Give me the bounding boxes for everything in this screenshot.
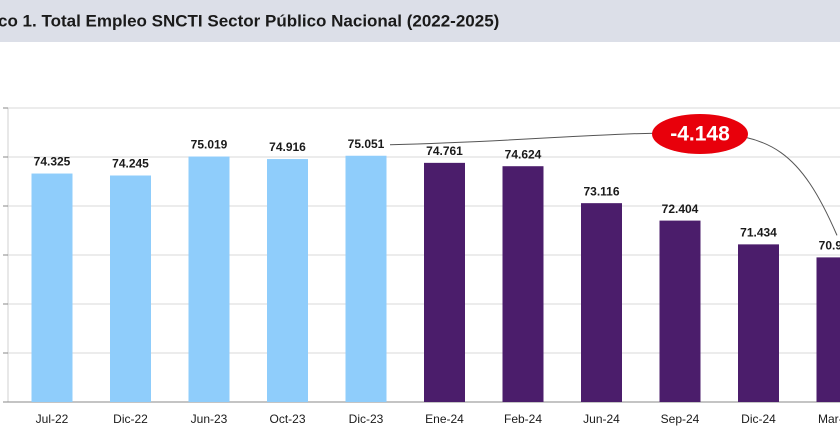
annotation-label: -4.148 — [670, 123, 730, 146]
x-tick-label: Ene-24 — [425, 412, 464, 426]
value-label: 72.404 — [662, 202, 699, 216]
value-label: 73.116 — [583, 184, 619, 198]
bar — [581, 203, 622, 402]
bar — [738, 244, 779, 402]
x-tick-label: Dic-24 — [741, 412, 776, 426]
x-tick-label: Dic-22 — [113, 412, 148, 426]
value-label: 74.325 — [34, 155, 71, 169]
value-label: 74.245 — [112, 157, 149, 171]
x-tick-label: Mar-25 — [818, 412, 840, 426]
annotation-badge — [652, 114, 748, 154]
value-label: 75.051 — [348, 137, 385, 151]
x-tick-label: Sep-24 — [661, 412, 700, 426]
value-label: 70.903 — [819, 239, 840, 253]
bar — [659, 220, 701, 402]
bar — [502, 166, 544, 402]
x-tick-label: Jun-23 — [191, 412, 228, 426]
x-tick-label: Jun-24 — [583, 412, 620, 426]
chart-title: co 1. Total Empleo SNCTI Sector Público … — [0, 11, 499, 30]
x-tick-label: Jul-22 — [36, 412, 69, 426]
value-label: 75.019 — [191, 138, 228, 152]
value-label: 74.916 — [269, 140, 306, 154]
bar — [816, 257, 840, 402]
x-tick-label: Oct-23 — [269, 412, 305, 426]
x-tick-label: Feb-24 — [504, 412, 542, 426]
bar — [31, 173, 73, 402]
value-label: 74.624 — [505, 147, 542, 161]
bar — [345, 155, 387, 402]
x-tick-label: Dic-23 — [349, 412, 384, 426]
bar — [424, 162, 465, 402]
value-label: 74.761 — [426, 144, 463, 158]
bar — [267, 159, 308, 402]
bar — [188, 156, 230, 402]
title-bar — [0, 0, 840, 42]
bar — [110, 175, 151, 402]
value-label: 71.434 — [740, 226, 777, 240]
